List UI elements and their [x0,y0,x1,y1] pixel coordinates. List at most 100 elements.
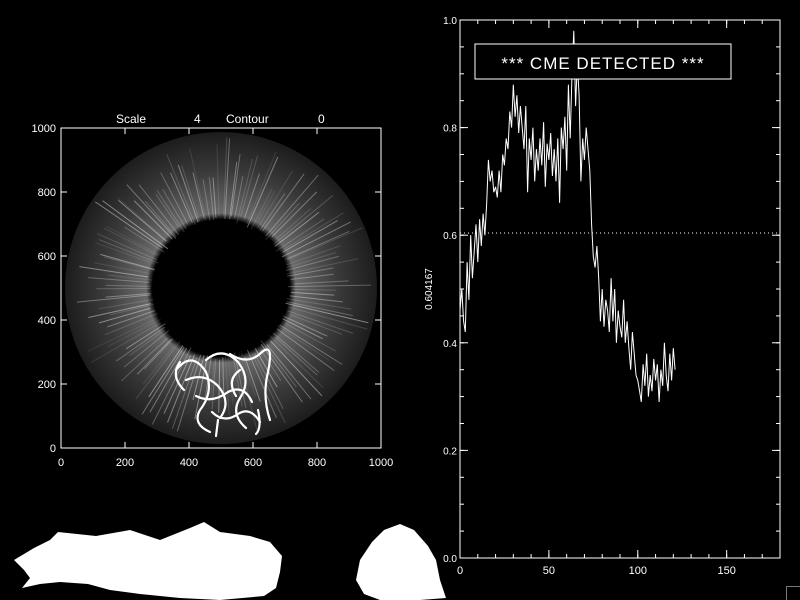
streamer-ray [117,199,167,242]
streamer-ray [144,338,174,370]
streamer-ray [120,337,168,382]
streamer-ray [224,354,230,416]
streamer-ray [100,253,155,271]
streamer-ray [262,173,305,232]
streamer-ray [286,230,350,260]
coronagraph-image [65,132,377,444]
streamer-ray [103,227,158,257]
image-y-tick-label: 600 [38,251,56,263]
streamer-ray [289,313,343,335]
streamer-ray [133,200,173,240]
streamer-ray [229,162,238,220]
streamer-ray [148,345,184,398]
streamer-ray [244,356,261,402]
streamer-ray [250,189,273,230]
resize-grip-icon[interactable] [786,586,800,600]
streamer-ray [177,164,199,223]
streamer-ray [269,340,323,397]
image-x-tick-label: 600 [244,457,262,469]
streamer-ray [257,170,293,229]
image-x-tick-label: 0 [58,457,64,469]
streamer-ray [260,349,282,381]
streamer-ray [236,158,254,224]
streamer-ray [274,211,320,247]
streamer-ray [192,172,205,219]
streamer-ray [272,332,320,373]
streamer-ray [171,357,198,429]
streamer-ray [260,340,297,388]
image-x-tick-label: 800 [308,457,326,469]
streamer-ray [115,326,166,362]
image-frame [60,127,382,449]
streamer-ray [202,179,211,221]
streamer-ray [94,262,150,275]
streamer-ray [286,245,341,266]
streamer-ray [106,225,160,256]
streamer-ray [269,335,324,389]
chart-y-tick-label: 0.2 [443,446,457,457]
chart-x-axis: 0 50 100 150 [457,20,781,577]
image-y-tick-label: 200 [38,379,56,391]
y-axis-label: 0.604167 [424,268,435,310]
streamer-ray [281,221,351,258]
streamer-ray [117,197,170,244]
cme-chart: 0.0 0.2 0.4 0.6 0.8 1.0 0 50 100 150 *** CME DET… [424,16,781,577]
streamer-ray [222,357,225,399]
corona-streamers [76,137,372,432]
streamer-ray [234,352,247,408]
streamer-ray [283,212,344,250]
streamer-ray [138,184,180,236]
streamer-ray [275,218,325,252]
streamer-ray [135,341,181,400]
streamer-ray [290,273,334,281]
streamer-ray [286,258,359,275]
cme-banner-box [474,43,732,80]
chart-y-tick-label: 0.4 [443,339,457,350]
chart-y-tick-label: 0.8 [443,124,457,135]
streamer-ray [160,172,188,224]
chart-y-axis: 0.0 0.2 0.4 0.6 0.8 1.0 [443,16,780,565]
streamer-ray [90,322,161,363]
plot-frame [459,19,781,559]
streamer-ray [277,325,330,361]
image-y-tick-label: 400 [38,315,56,327]
streamer-ray [287,227,363,261]
streamer-ray [291,288,337,291]
streamer-ray [162,189,187,230]
streamer-ray [98,239,159,264]
image-x-tick-label: 200 [116,457,134,469]
streamer-ray [76,294,151,303]
streamer-ray [98,307,151,324]
streamer-ray [170,172,193,223]
streamer-ray [123,330,170,368]
image-x-tick-label: 400 [180,457,198,469]
streamer-ray [273,195,334,245]
streamer-ray [274,336,318,376]
scale-label: Scale [116,112,146,126]
streamer-ray [256,190,276,224]
streamer-ray [136,338,172,375]
streamer-ray [276,328,335,371]
image-x-tick-label: 1000 [369,457,393,469]
streamer-ray [266,344,312,400]
streamer-ray [181,165,201,222]
chart-y-tick-label: 0.0 [443,554,457,565]
streamer-ray [88,303,152,319]
streamer-ray [95,242,155,265]
streamer-ray [98,299,154,310]
streamer-ray [230,154,241,217]
streamer-ray [149,347,188,413]
chart-y-tick-label: 0.6 [443,231,457,242]
image-x-axis: 0 200 400 600 800 1000 [58,128,393,469]
streamer-ray [285,251,337,269]
chart-x-tick-label: 50 [543,565,555,577]
streamer-ray [294,280,349,285]
streamer-ray [79,266,149,278]
streamer-ray [246,349,277,419]
image-y-axis: 0 200 400 600 800 1000 [32,123,381,455]
image-y-tick-label: 800 [38,187,56,199]
occulter-disk [157,224,285,352]
chart-x-tick-label: 150 [717,565,735,577]
streamer-ray [234,176,244,219]
streamer-ray [211,358,217,410]
